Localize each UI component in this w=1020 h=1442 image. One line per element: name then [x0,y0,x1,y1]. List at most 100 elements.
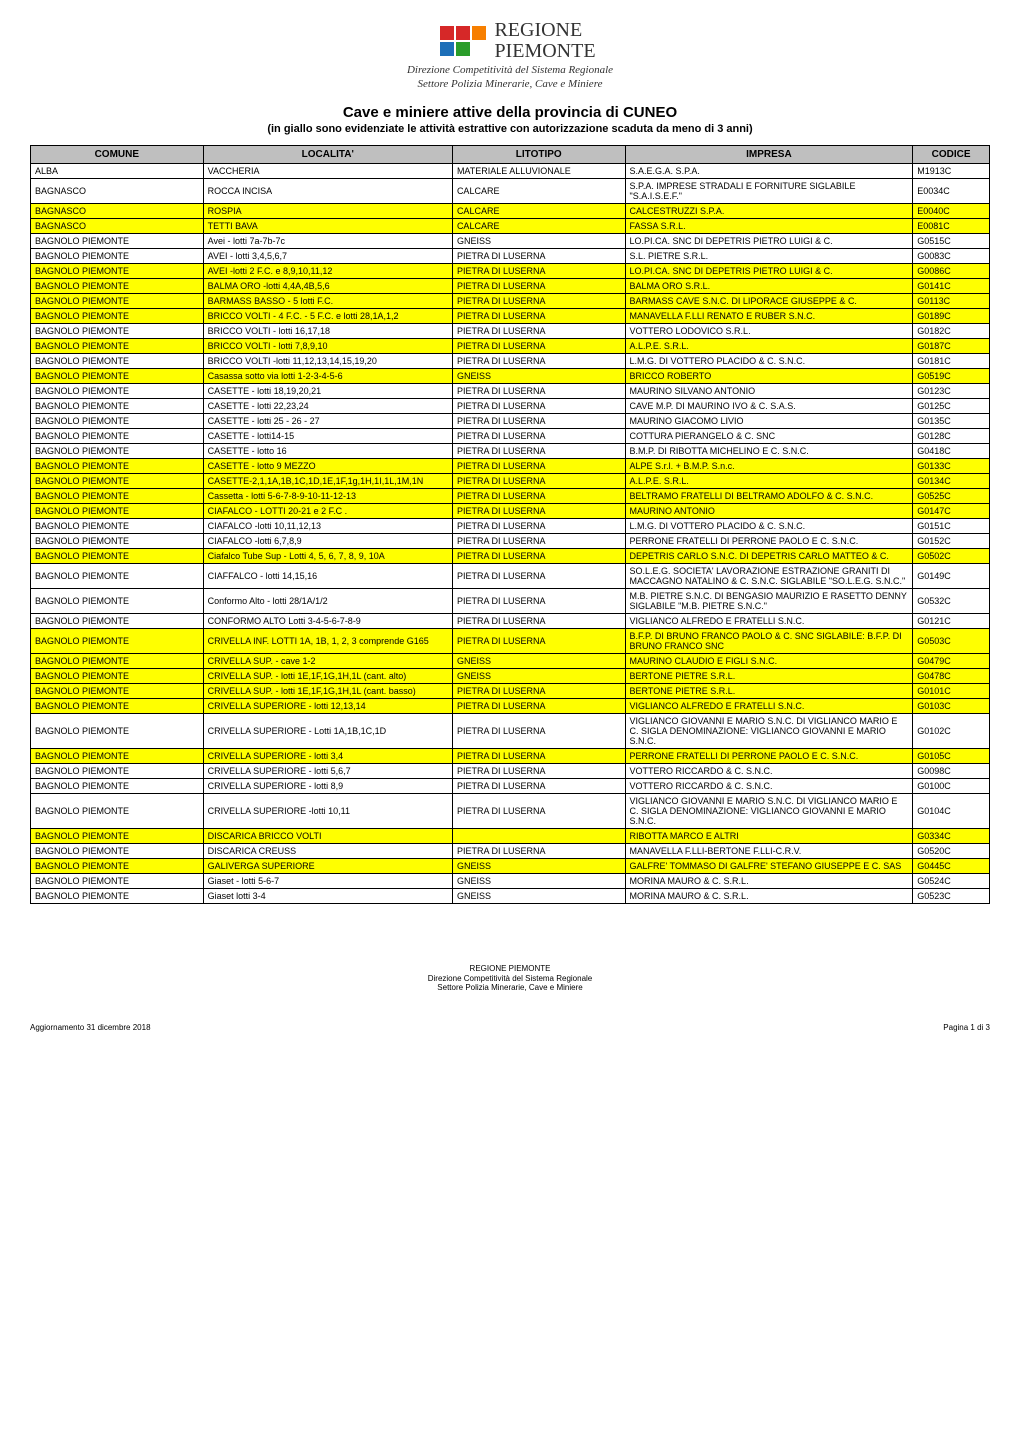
table-cell: GNEISS [452,234,625,249]
table-cell: BAGNOLO PIEMONTE [31,489,204,504]
table-cell: BERTONE PIETRE S.R.L. [625,684,913,699]
table-cell: E0040C [913,204,990,219]
table-row: BAGNOLO PIEMONTECASETTE - lotti 25 - 26 … [31,414,990,429]
table-cell: PIETRA DI LUSERNA [452,384,625,399]
table-cell: BAGNASCO [31,179,204,204]
table-cell: AVEI -lotti 2 F.C. e 8,9,10,11,12 [203,264,452,279]
table-cell: CONFORMO ALTO Lotti 3-4-5-6-7-8-9 [203,614,452,629]
table-cell: G0098C [913,764,990,779]
table-cell: E0034C [913,179,990,204]
table-cell: LO.PI.CA. SNC DI DEPETRIS PIETRO LUIGI &… [625,234,913,249]
table-cell: MAURINO GIACOMO LIVIO [625,414,913,429]
table-cell: BAGNOLO PIEMONTE [31,829,204,844]
table-cell: PIETRA DI LUSERNA [452,749,625,764]
table-cell: PIETRA DI LUSERNA [452,279,625,294]
table-cell: BAGNOLO PIEMONTE [31,889,204,904]
table-cell: DISCARICA BRICCO VOLTI [203,829,452,844]
table-cell: G0121C [913,614,990,629]
table-cell: B.F.P. DI BRUNO FRANCO PAOLO & C. SNC SI… [625,629,913,654]
table-cell: GNEISS [452,669,625,684]
table-cell: PIETRA DI LUSERNA [452,589,625,614]
table-cell: L.M.G. DI VOTTERO PLACIDO & C. S.N.C. [625,519,913,534]
table-cell: BAGNOLO PIEMONTE [31,339,204,354]
table-cell: PERRONE FRATELLI DI PERRONE PAOLO E C. S… [625,749,913,764]
table-row: BAGNOLO PIEMONTEDISCARICA CREUSSPIETRA D… [31,844,990,859]
table-cell: BAGNOLO PIEMONTE [31,264,204,279]
table-cell: PIETRA DI LUSERNA [452,414,625,429]
table-cell: LO.PI.CA. SNC DI DEPETRIS PIETRO LUIGI &… [625,264,913,279]
logo-square [440,42,454,56]
table-cell: BRICCO VOLTI - 4 F.C. - 5 F.C. e lotti 2… [203,309,452,324]
table-cell: MAURINO ANTONIO [625,504,913,519]
table-cell: CRIVELLA SUPERIORE - lotti 5,6,7 [203,764,452,779]
logo-square [456,26,470,40]
table-cell: CRIVELLA SUP. - lotti 1E,1F,1G,1H,1L (ca… [203,669,452,684]
table-cell: BAGNOLO PIEMONTE [31,629,204,654]
table-cell: PIETRA DI LUSERNA [452,294,625,309]
table-row: BAGNOLO PIEMONTECIAFALCO - LOTTI 20-21 e… [31,504,990,519]
table-cell: PIETRA DI LUSERNA [452,264,625,279]
table-cell: S.P.A. IMPRESE STRADALI E FORNITURE SIGL… [625,179,913,204]
table-row: BAGNASCOROSPIACALCARECALCESTRUZZI S.P.A.… [31,204,990,219]
table-row: BAGNOLO PIEMONTECRIVELLA SUPERIORE - Lot… [31,714,990,749]
table-cell: PIETRA DI LUSERNA [452,699,625,714]
table-row: BAGNOLO PIEMONTEBRICCO VOLTI - 4 F.C. - … [31,309,990,324]
table-cell: DEPETRIS CARLO S.N.C. DI DEPETRIS CARLO … [625,549,913,564]
table-header-cell: LITOTIPO [452,146,625,164]
table-cell: CASETTE - lotti 18,19,20,21 [203,384,452,399]
table-cell: BAGNOLO PIEMONTE [31,714,204,749]
table-cell: BAGNOLO PIEMONTE [31,369,204,384]
table-cell: CRIVELLA SUPERIORE -lotti 10,11 [203,794,452,829]
table-row: BAGNASCOTETTI BAVACALCAREFASSA S.R.L.E00… [31,219,990,234]
table-cell: BAGNOLO PIEMONTE [31,384,204,399]
table-cell: Giaset lotti 3-4 [203,889,452,904]
table-cell: G0083C [913,249,990,264]
subhead-line1: Direzione Competitività del Sistema Regi… [30,64,990,76]
table-cell: G0502C [913,549,990,564]
table-cell: PIETRA DI LUSERNA [452,549,625,564]
table-row: BAGNOLO PIEMONTECIAFALCO -lotti 6,7,8,9P… [31,534,990,549]
data-table: COMUNELOCALITA'LITOTIPOIMPRESACODICE ALB… [30,145,990,904]
table-cell: MORINA MAURO & C. S.R.L. [625,874,913,889]
table-cell: PIETRA DI LUSERNA [452,564,625,589]
table-cell: PIETRA DI LUSERNA [452,489,625,504]
table-cell: BERTONE PIETRE S.R.L. [625,669,913,684]
table-cell: A.L.P.E. S.R.L. [625,339,913,354]
table-body: ALBAVACCHERIAMATERIALE ALLUVIONALES.A.E.… [31,164,990,904]
table-cell: G0532C [913,589,990,614]
page-title: Cave e miniere attive della provincia di… [30,104,990,121]
table-cell: G0478C [913,669,990,684]
table-cell: BAGNOLO PIEMONTE [31,294,204,309]
table-cell: G0105C [913,749,990,764]
table-row: BAGNOLO PIEMONTECRIVELLA INF. LOTTI 1A, … [31,629,990,654]
table-cell: M1913C [913,164,990,179]
table-cell: PIETRA DI LUSERNA [452,504,625,519]
table-cell: BAGNOLO PIEMONTE [31,249,204,264]
table-cell: G0128C [913,429,990,444]
table-cell: A.L.P.E. S.R.L. [625,474,913,489]
table-cell: BAGNOLO PIEMONTE [31,589,204,614]
table-cell: CIAFFALCO - lotti 14,15,16 [203,564,452,589]
table-cell: PIETRA DI LUSERNA [452,249,625,264]
table-cell: BAGNOLO PIEMONTE [31,324,204,339]
table-row: BAGNOLO PIEMONTECRIVELLA SUPERIORE - lot… [31,749,990,764]
table-cell: G0149C [913,564,990,589]
table-cell: BAGNOLO PIEMONTE [31,779,204,794]
table-row: BAGNOLO PIEMONTEAvei - lotti 7a-7b-7cGNE… [31,234,990,249]
table-cell: G0113C [913,294,990,309]
table-cell: G0519C [913,369,990,384]
logo: REGIONE PIEMONTE [424,20,595,62]
table-row: BAGNOLO PIEMONTECASETTE - lotti14-15PIET… [31,429,990,444]
table-cell: Giaset - lotti 5-6-7 [203,874,452,889]
page-subtitle: (in giallo sono evidenziate le attività … [30,123,990,135]
table-row: BAGNOLO PIEMONTECRIVELLA SUP. - cave 1-2… [31,654,990,669]
table-row: BAGNOLO PIEMONTEGALIVERGA SUPERIOREGNEIS… [31,859,990,874]
table-row: BAGNOLO PIEMONTECIAFFALCO - lotti 14,15,… [31,564,990,589]
table-cell: BAGNOLO PIEMONTE [31,859,204,874]
table-cell: PIETRA DI LUSERNA [452,309,625,324]
table-cell: G0182C [913,324,990,339]
table-cell: G0134C [913,474,990,489]
table-cell: GNEISS [452,859,625,874]
table-cell: BAGNOLO PIEMONTE [31,749,204,764]
table-cell: CRIVELLA INF. LOTTI 1A, 1B, 1, 2, 3 comp… [203,629,452,654]
